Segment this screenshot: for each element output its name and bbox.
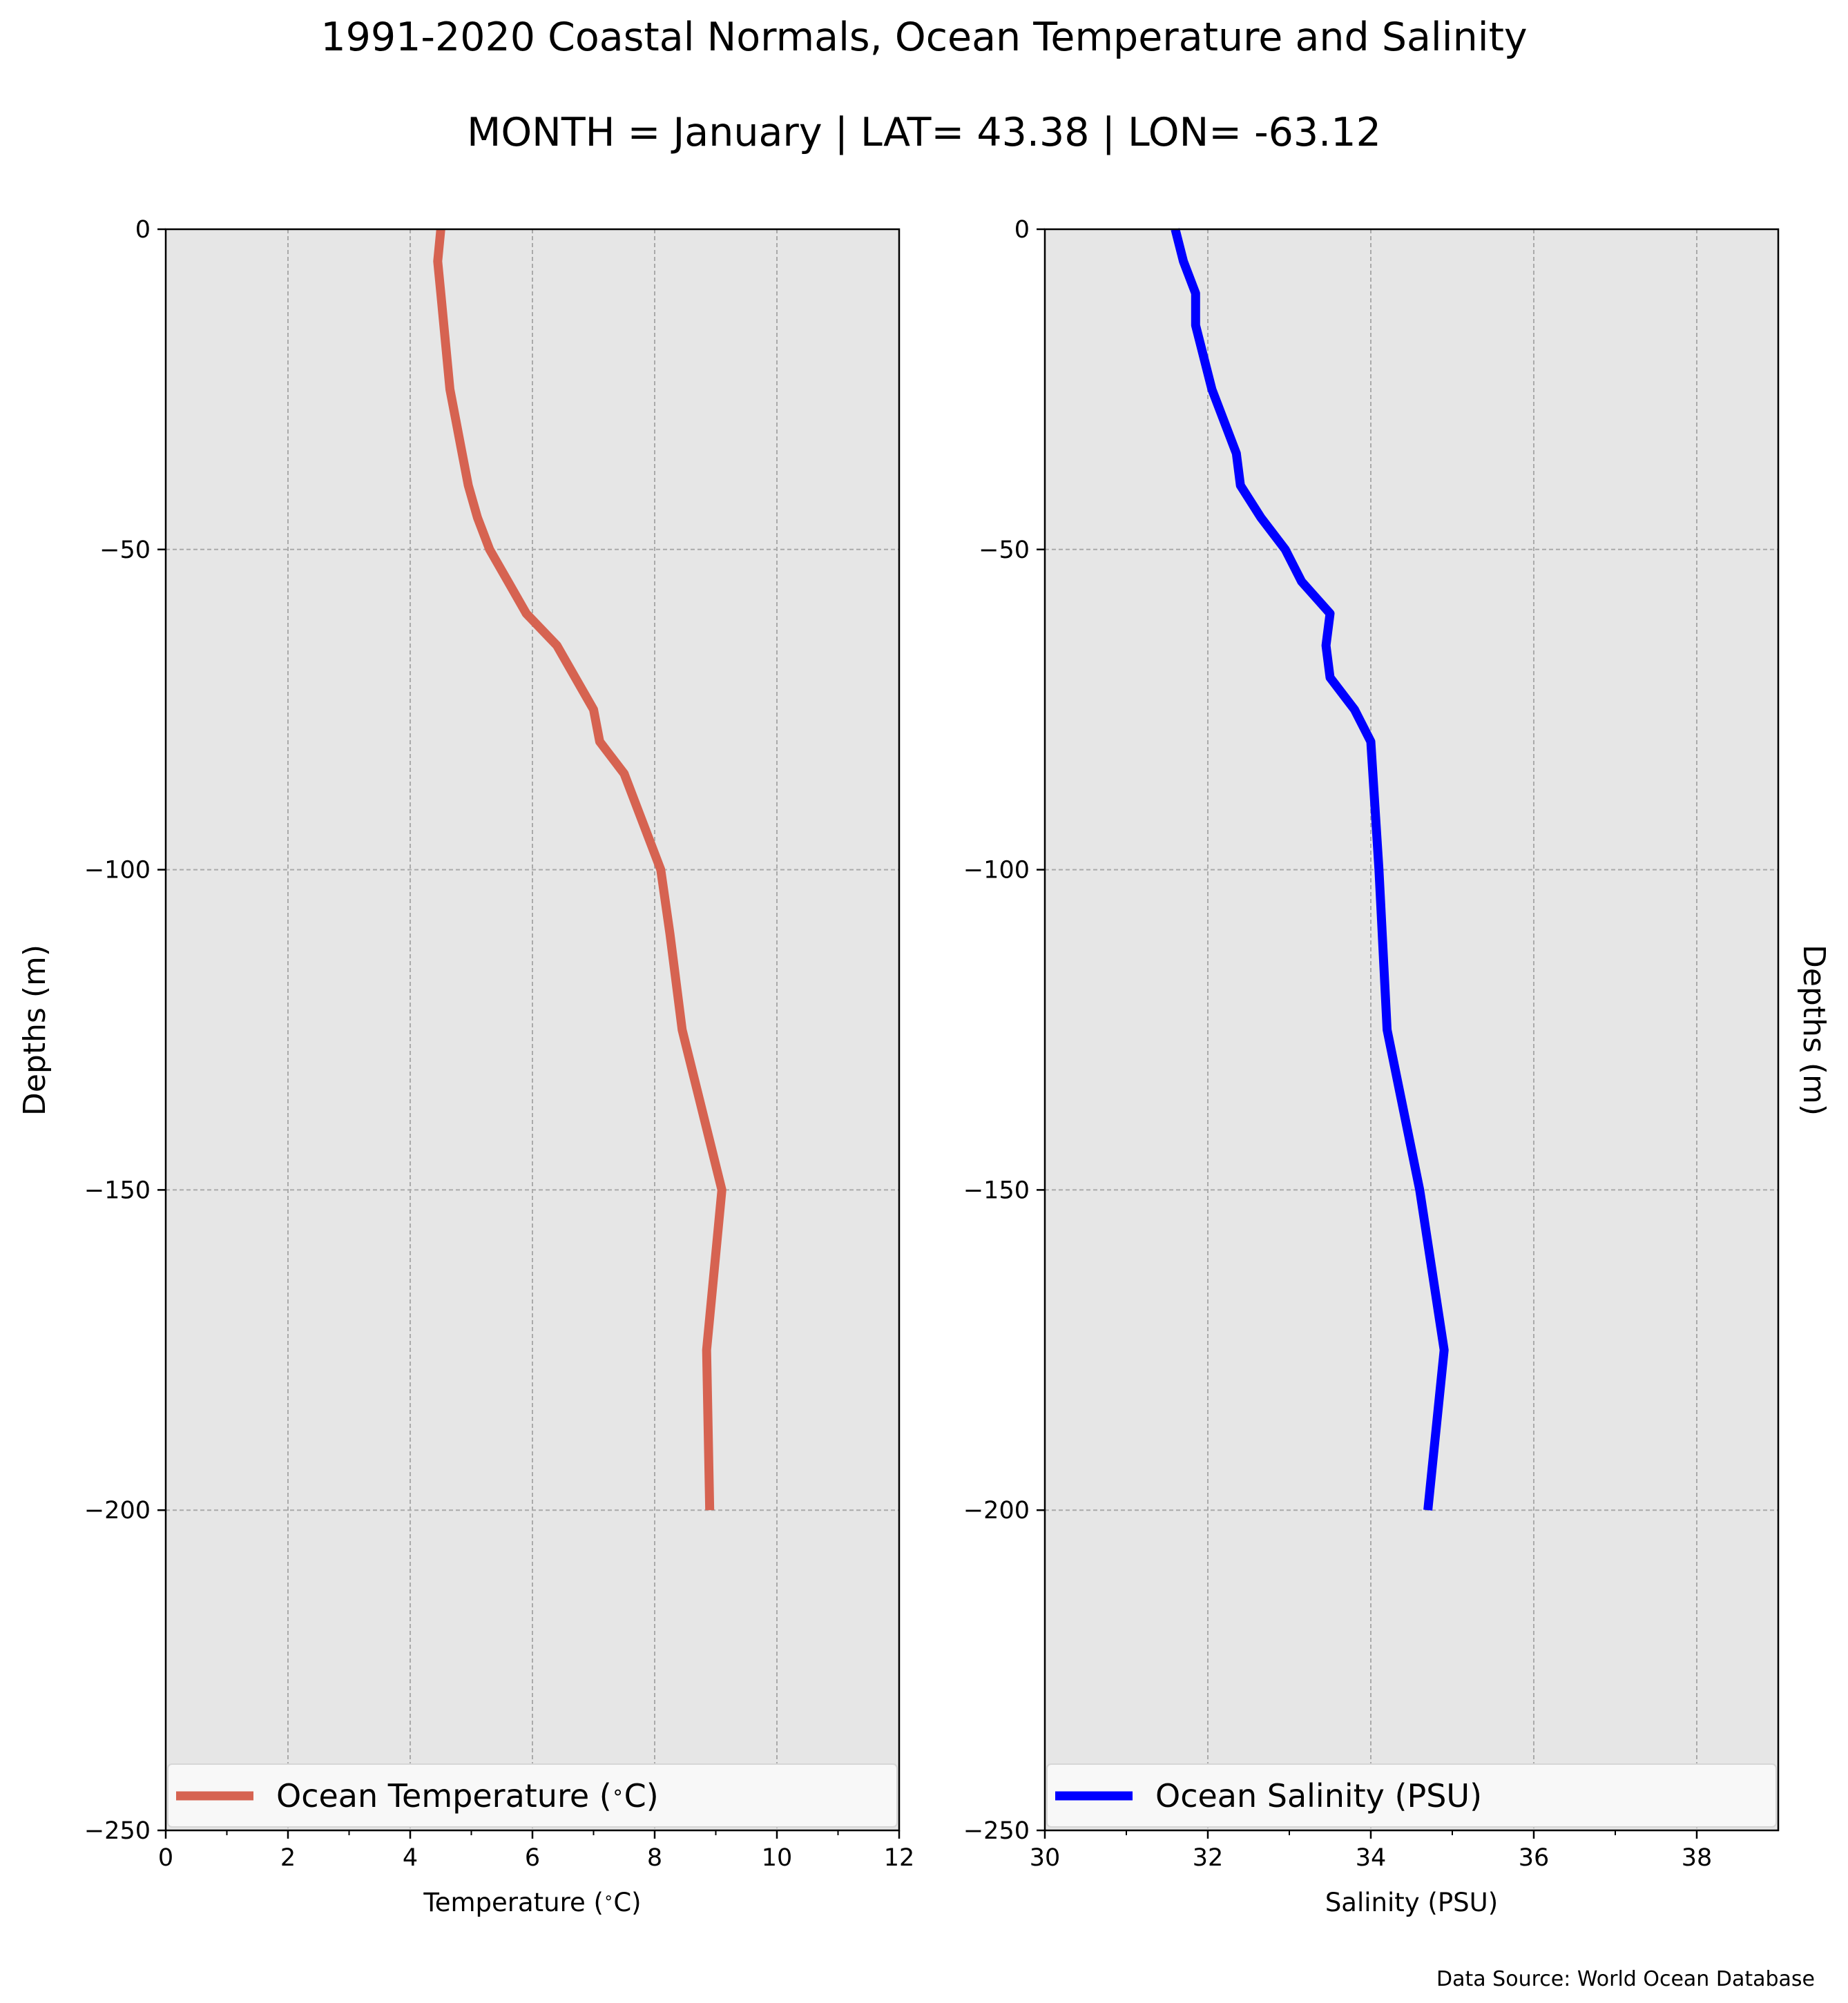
sal-xtick-label: 38: [1682, 1844, 1713, 1872]
temp-series-line-0: [433, 229, 726, 1511]
temp-xtick-label: 2: [280, 1844, 296, 1872]
sal-ytick-label: −100: [963, 857, 1030, 884]
chart-subtitle: MONTH = January | LAT= 43.38 | LON= -63.…: [467, 110, 1381, 155]
sal-ytick-label: 0: [1014, 216, 1030, 244]
sal-plot-background: [1045, 229, 1778, 1830]
sal-legend-label-0: Ocean Salinity (PSU): [1155, 1777, 1482, 1815]
data-source: Data Source: World Ocean Database: [1436, 1967, 1815, 1991]
temp-legend-box: [167, 1763, 898, 1828]
sal-series-line-0: [1171, 228, 1449, 1511]
sal-ytick-label: −150: [963, 1177, 1030, 1204]
temp-ytick-label: −250: [84, 1817, 151, 1845]
sal-xaxis-label: Salinity (PSU): [1325, 1888, 1498, 1917]
temp-ytick-label: 0: [135, 216, 151, 244]
sal-xtick-label: 36: [1519, 1844, 1550, 1872]
temp-ytick-label: −100: [84, 857, 151, 884]
sal-xtick-label: 30: [1030, 1844, 1061, 1872]
temp-xtick-label: 6: [525, 1844, 540, 1872]
sal-legend: Ocean Salinity (PSU): [1046, 1763, 1777, 1828]
chart-title: 1991-2020 Coastal Normals, Ocean Tempera…: [320, 14, 1527, 60]
temperature-panel: Ocean Temperature (∘C) 0 2 4 6 8 10 12 0 −50 −100 −…: [17, 216, 914, 1917]
temp-xaxis-label: Temperature (∘C): [423, 1888, 641, 1917]
sal-ytick-label: −50: [979, 536, 1030, 564]
sal-axes-frame: [1043, 228, 1780, 1832]
sal-ytick-label: −250: [963, 1817, 1030, 1845]
temp-yaxis-label: Depths (m): [17, 945, 52, 1116]
temp-xtick-label: 4: [403, 1844, 418, 1872]
temp-xtick-label: 0: [158, 1844, 173, 1872]
temp-legend-label-0: Ocean Temperature (∘C): [276, 1777, 659, 1815]
sal-xtick-label: 34: [1356, 1844, 1387, 1872]
sal-ytick-label: −200: [963, 1497, 1030, 1525]
temp-ytick-label: −200: [84, 1497, 151, 1525]
temp-legend: Ocean Temperature (∘C): [167, 1763, 898, 1828]
sal-xtick-label: 32: [1193, 1844, 1224, 1872]
sal-legend-box: [1046, 1763, 1777, 1828]
temp-ytick-label: −50: [99, 536, 151, 564]
temp-ytick-label: −150: [84, 1177, 151, 1204]
sal-yaxis-label: Depths (m): [1796, 945, 1831, 1116]
temp-xtick-label: 8: [647, 1844, 662, 1872]
temp-xtick-label: 10: [762, 1844, 793, 1872]
salinity-panel: Ocean Salinity (PSU) 30 32 34 36 38 0 −50 −100 −1…: [963, 216, 1831, 1917]
temp-xtick-label: 12: [884, 1844, 915, 1872]
